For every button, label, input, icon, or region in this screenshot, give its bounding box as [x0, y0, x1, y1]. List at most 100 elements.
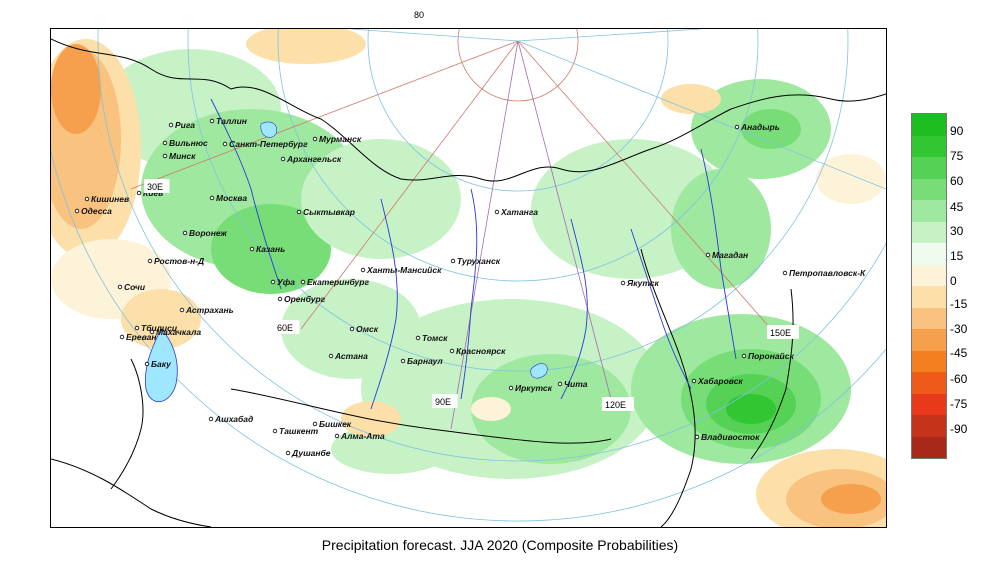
city-label: Казань	[256, 244, 285, 254]
legend-label: -90	[950, 422, 968, 436]
city-label: Сочи	[124, 282, 146, 292]
city-label: Барнаул	[407, 356, 443, 366]
city-label: Алма-Ата	[340, 431, 385, 441]
city-marker	[741, 353, 747, 359]
city-label: Ханты-Мансийск	[366, 265, 442, 275]
city-label: Владивосток	[701, 432, 760, 442]
city-label: Таллин	[216, 116, 247, 126]
city-label: Хабаровск	[697, 376, 743, 386]
city-label: Ростов-н-Д	[154, 256, 204, 266]
city-marker	[162, 153, 168, 159]
city-marker	[168, 122, 174, 128]
water-bodies	[144, 121, 548, 402]
city-marker	[119, 334, 125, 340]
city-marker	[300, 279, 306, 285]
legend-label: 45	[950, 200, 964, 214]
city-marker	[147, 258, 153, 264]
city-label: Астрахань	[185, 305, 234, 315]
city-marker	[705, 252, 711, 258]
city-marker	[74, 208, 80, 214]
legend-swatch	[912, 329, 946, 351]
city-marker	[349, 326, 355, 332]
city-marker	[182, 230, 188, 236]
city-marker	[694, 434, 700, 440]
legend-swatch	[912, 200, 946, 222]
meridian-label: 150E	[767, 325, 799, 339]
city-marker	[782, 270, 788, 276]
baikal-lake	[530, 363, 548, 379]
cities: Мурманск Рига Таллин Вильнюс Минск Санкт-Пете…	[74, 116, 866, 458]
city-marker	[508, 385, 514, 391]
legend-swatch	[912, 243, 946, 265]
city-marker	[84, 196, 90, 202]
city-marker	[270, 279, 276, 285]
city-label: Мурманск	[319, 134, 362, 144]
city-marker	[272, 428, 278, 434]
city-label: Хатанга	[500, 207, 538, 217]
city-label: Вильнюс	[169, 138, 208, 148]
legend-swatch	[912, 415, 946, 437]
legend-swatch	[912, 221, 946, 243]
legend-swatch	[912, 178, 946, 200]
ladoga-lake	[260, 121, 277, 138]
city-label: Иркутск	[515, 383, 553, 393]
city-marker	[280, 156, 286, 162]
city-label: Уфа	[277, 277, 295, 287]
city-marker	[249, 246, 255, 252]
city-label: Чита	[564, 379, 588, 389]
city-marker	[400, 358, 406, 364]
city-marker	[208, 416, 214, 422]
city-label: Якутск	[626, 278, 660, 288]
city-label: Туруханск	[457, 256, 501, 266]
legend-swatch	[912, 264, 946, 286]
city-label: Омск	[356, 324, 379, 334]
map-canvas: Мурманск Рига Таллин Вильнюс Минск Санкт-Пете…	[51, 29, 886, 527]
city-marker	[209, 195, 215, 201]
city-marker	[494, 209, 500, 215]
caspian-sea	[144, 328, 178, 402]
city-marker	[222, 141, 228, 147]
city-label: Поронайск	[748, 351, 794, 361]
svg-text:30E: 30E	[147, 182, 163, 192]
svg-text:90E: 90E	[435, 397, 451, 407]
city-label: Душанбе	[291, 448, 331, 458]
city-label: Сыктывкар	[303, 207, 355, 217]
city-marker	[450, 258, 456, 264]
legend-label: 15	[950, 249, 964, 263]
city-label: Кишинев	[91, 194, 129, 204]
city-label: Оренбург	[284, 294, 326, 304]
legend-swatch	[912, 350, 946, 372]
legend-swatch	[912, 286, 946, 308]
city-marker	[136, 190, 142, 196]
legend-label: -45	[950, 346, 968, 360]
legend-label: 75	[950, 149, 964, 163]
city-marker	[179, 307, 185, 313]
city-label: Воронеж	[189, 228, 227, 238]
city-marker	[149, 329, 155, 335]
city-label: Архангельск	[286, 154, 342, 164]
forecast-map: Мурманск Рига Таллин Вильнюс Минск Санкт-Пете…	[50, 28, 887, 528]
city-label: Рига	[175, 120, 195, 130]
city-marker	[209, 118, 215, 124]
city-label: Одесса	[81, 206, 112, 216]
map-caption: Precipitation forecast. JJA 2020 (Compos…	[321, 537, 679, 553]
svg-text:150E: 150E	[770, 328, 791, 338]
city-label: Махачкала	[156, 327, 201, 337]
city-marker	[296, 209, 302, 215]
legend-swatch	[912, 372, 946, 394]
city-marker	[449, 348, 455, 354]
city-label: Тбилиси	[141, 323, 178, 333]
city-marker	[134, 325, 140, 331]
city-marker	[415, 335, 421, 341]
city-label: Петропавловск-К	[789, 268, 866, 278]
city-label: Бишкек	[319, 419, 352, 429]
dry-anomaly-areas	[51, 29, 886, 527]
city-label: Томск	[422, 333, 448, 343]
legend-label: -30	[950, 322, 968, 336]
legend-label: -60	[950, 372, 968, 386]
legend-label: -15	[950, 297, 968, 311]
city-label: Екатеринбург	[307, 277, 369, 287]
legend-swatch	[912, 393, 946, 415]
city-marker	[734, 124, 740, 130]
meridian-label: 120E	[602, 397, 634, 411]
